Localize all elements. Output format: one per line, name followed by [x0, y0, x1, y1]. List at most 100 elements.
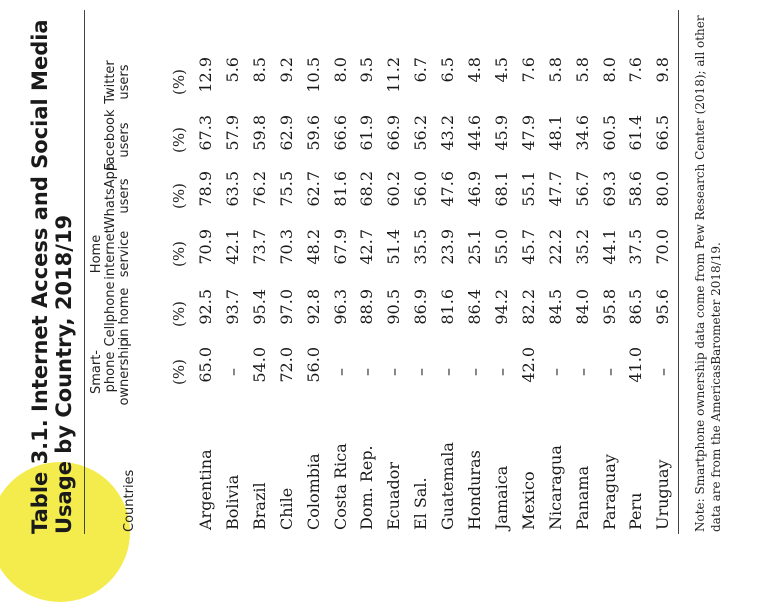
- cell-value: –: [572, 368, 592, 376]
- country-name: Argentina: [196, 449, 215, 530]
- country-name: Uruguay: [653, 459, 673, 530]
- table-row: Ecuador – 90.5 51.4 60.2 66.9 11.2: [384, 0, 410, 552]
- cell-value: 70.9: [196, 229, 215, 265]
- cell-value: 86.5: [626, 289, 646, 325]
- country-name: Nicaragua: [545, 445, 565, 530]
- cell-value: 70.3: [276, 229, 296, 265]
- country-name: El Sal.: [411, 477, 431, 530]
- cell-value: 25.1: [465, 229, 484, 265]
- cell-value: 96.3: [330, 289, 350, 325]
- cell-value: 81.6: [330, 171, 350, 207]
- cell-value: 45.7: [518, 229, 538, 265]
- country-name: Guatemala: [438, 442, 458, 530]
- cell-value: 59.6: [303, 115, 323, 151]
- cell-value: 7.6: [518, 57, 538, 83]
- cell-value: 62.9: [276, 115, 296, 151]
- cell-value: 47.7: [545, 171, 565, 207]
- country-name: Ecuador: [384, 461, 404, 530]
- cell-value: 8.0: [599, 57, 619, 83]
- cell-value: 75.5: [276, 171, 296, 207]
- cell-value: 59.8: [249, 115, 269, 151]
- cell-value: 86.9: [411, 289, 431, 325]
- cell-value: 5.6: [222, 57, 242, 83]
- table-row: Argentina 65.0 92.5 70.9 78.9 67.3 12.9: [196, 0, 222, 552]
- cell-value: 58.6: [626, 171, 646, 207]
- country-name: Colombia: [303, 453, 323, 530]
- cell-value: 35.2: [572, 229, 592, 265]
- canvas: Table 3.1. Internet Access and Social Me…: [0, 0, 723, 602]
- table-row: El Sal. – 86.9 35.5 56.0 56.2 6.7: [411, 0, 437, 552]
- cell-value: 81.6: [438, 289, 458, 325]
- unit-label: (%): [170, 241, 188, 267]
- cell-value: 47.9: [518, 115, 538, 151]
- cell-value: 4.8: [465, 57, 484, 83]
- cell-value: 90.5: [384, 289, 404, 325]
- cell-value: 66.9: [384, 115, 404, 151]
- cell-value: 42.7: [357, 229, 377, 265]
- table-row: Guatemala – 81.6 23.9 47.6 43.2 6.5: [438, 0, 464, 552]
- cell-value: 8.0: [330, 57, 350, 83]
- table-row: Uruguay – 95.6 70.0 80.0 66.5 9.8: [653, 0, 679, 552]
- country-name: Chile: [276, 487, 296, 530]
- top-rule: [84, 10, 85, 534]
- cell-value: 95.6: [653, 289, 673, 325]
- cell-value: 84.5: [545, 289, 565, 325]
- table-row: Honduras – 86.4 25.1 46.9 44.6 4.8: [465, 0, 491, 552]
- cell-value: 67.9: [330, 229, 350, 265]
- table-row: Paraguay – 95.8 44.1 69.3 60.5 8.0: [600, 0, 626, 552]
- cell-value: 92.5: [196, 289, 215, 325]
- cell-value: 8.5: [249, 57, 269, 83]
- cell-value: –: [384, 368, 404, 376]
- table-row: Brazil 54.0 95.4 73.7 76.2 59.8 8.5: [250, 0, 276, 552]
- cell-value: 60.5: [599, 115, 619, 151]
- cell-value: 41.0: [626, 347, 646, 383]
- cell-value: 37.5: [626, 229, 646, 265]
- cell-value: 54.0: [249, 347, 269, 383]
- country-name: Bolivia: [222, 474, 242, 530]
- cell-value: 44.6: [465, 115, 484, 151]
- cell-value: 60.2: [384, 171, 404, 207]
- cell-value: –: [330, 368, 350, 376]
- cell-value: 84.0: [572, 289, 592, 325]
- cell-value: 62.7: [303, 171, 323, 207]
- cell-value: 66.6: [330, 115, 350, 151]
- cell-value: –: [222, 368, 242, 376]
- cell-value: 92.8: [303, 289, 323, 325]
- country-name: Paraguay: [599, 454, 619, 530]
- cell-value: 51.4: [384, 229, 404, 265]
- cell-value: 67.3: [196, 115, 215, 151]
- unit-label: (%): [170, 301, 188, 327]
- table-row: Jamaica – 94.2 55.0 68.1 45.9 4.5: [492, 0, 518, 552]
- country-name: Mexico: [518, 471, 538, 530]
- cell-value: 61.4: [626, 115, 646, 151]
- cell-value: 70.0: [653, 229, 673, 265]
- column-header: Twitter users: [103, 42, 132, 122]
- cell-value: 68.2: [357, 171, 377, 207]
- cell-value: 88.9: [357, 289, 377, 325]
- cell-value: 48.1: [545, 115, 565, 151]
- cell-value: –: [357, 368, 377, 376]
- country-name: Brazil: [249, 482, 269, 530]
- cell-value: 56.0: [303, 347, 323, 383]
- cell-value: 95.8: [599, 289, 619, 325]
- cell-value: 47.6: [438, 171, 458, 207]
- cell-value: 9.2: [276, 57, 296, 83]
- cell-value: 69.3: [599, 171, 619, 207]
- cell-value: 94.2: [491, 289, 511, 325]
- cell-value: 56.7: [572, 171, 592, 207]
- cell-value: –: [465, 368, 484, 376]
- country-name: Peru: [626, 492, 646, 530]
- cell-value: 56.0: [411, 171, 431, 207]
- table-row: Panama – 84.0 35.2 56.7 34.6 5.8: [573, 0, 599, 552]
- cell-value: –: [599, 368, 619, 376]
- cell-value: 86.4: [465, 289, 484, 325]
- header-countries: Countries: [122, 469, 137, 532]
- cell-value: 78.9: [196, 171, 215, 207]
- column-header-line: Home: [89, 234, 104, 274]
- cell-value: 55.0: [491, 229, 511, 265]
- cell-value: 57.9: [222, 115, 242, 151]
- cell-value: –: [491, 368, 511, 376]
- rotated-table-page: Table 3.1. Internet Access and Social Me…: [0, 0, 723, 602]
- cell-value: 44.1: [599, 229, 619, 265]
- cell-value: 42.1: [222, 229, 242, 265]
